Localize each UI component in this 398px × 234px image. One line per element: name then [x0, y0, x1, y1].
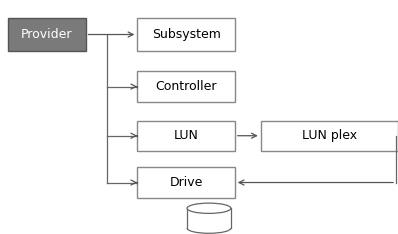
Text: Drive: Drive — [170, 176, 203, 189]
Text: LUN plex: LUN plex — [302, 129, 357, 142]
Text: Subsystem: Subsystem — [152, 28, 220, 41]
Ellipse shape — [187, 203, 231, 213]
FancyBboxPatch shape — [137, 167, 235, 198]
Text: Controller: Controller — [155, 80, 217, 93]
FancyBboxPatch shape — [8, 18, 86, 51]
FancyBboxPatch shape — [137, 18, 235, 51]
FancyBboxPatch shape — [137, 121, 235, 151]
Text: Provider: Provider — [21, 28, 72, 41]
FancyBboxPatch shape — [137, 71, 235, 102]
FancyBboxPatch shape — [261, 121, 398, 151]
Text: LUN: LUN — [174, 129, 199, 142]
